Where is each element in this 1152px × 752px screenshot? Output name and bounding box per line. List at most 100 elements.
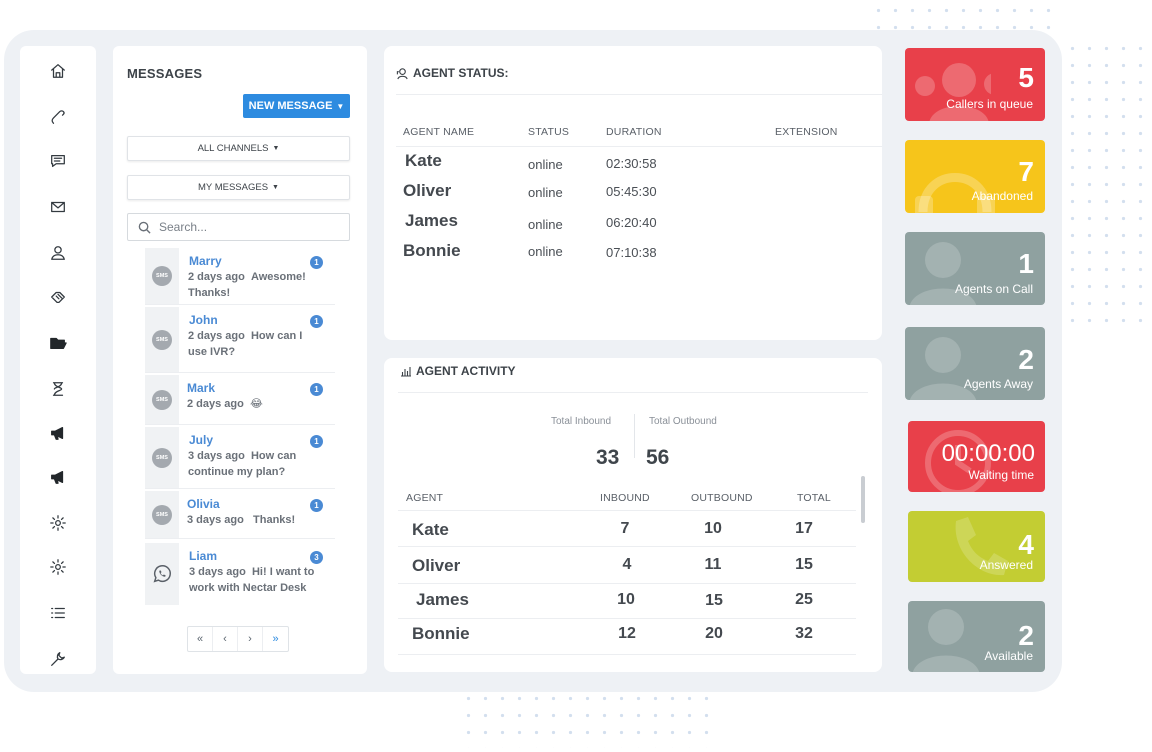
first-page-button[interactable]: « xyxy=(188,627,213,651)
activity-inbound: 10 xyxy=(617,591,635,608)
activity-agent-name: Bonnie xyxy=(412,624,470,643)
col-status: STATUS xyxy=(528,126,570,138)
divider xyxy=(398,510,856,511)
next-page-button[interactable]: › xyxy=(238,627,263,651)
message-preview: 2 days ago How can I use IVR? xyxy=(188,328,324,360)
sidebar xyxy=(20,46,96,674)
message-sender: Olivia xyxy=(187,497,220,511)
unread-count-badge: 1 xyxy=(310,315,323,328)
mail-icon[interactable] xyxy=(47,196,69,218)
message-item[interactable]: SMS July 3 days ago How can continue my … xyxy=(145,427,335,489)
tile-label: Waiting time xyxy=(968,468,1034,482)
agent-name: Kate xyxy=(405,151,442,170)
user-icon xyxy=(910,242,976,305)
gear-icon[interactable] xyxy=(47,556,69,578)
message-text: 😂 xyxy=(249,398,263,410)
agent-status: online xyxy=(528,244,563,259)
available-tile[interactable]: 2 Available xyxy=(908,601,1045,672)
activity-agent-name: Kate xyxy=(412,520,449,539)
waiting-time-tile[interactable]: 00:00:00 Waiting time xyxy=(908,421,1045,492)
agent-status: online xyxy=(528,217,563,232)
abandoned-tile[interactable]: 7 Abandoned xyxy=(905,140,1045,213)
folder-icon[interactable] xyxy=(47,332,69,354)
message-preview: 3 days ago How can continue my plan? xyxy=(188,448,324,480)
agent-status-panel: AGENT STATUS: AGENT NAME STATUS DURATION… xyxy=(384,46,882,340)
tile-label: Agents on Call xyxy=(954,282,1033,296)
gear-icon[interactable] xyxy=(47,512,69,534)
col-total: TOTAL xyxy=(797,492,831,504)
divider xyxy=(398,583,856,584)
tile-value: 1 xyxy=(1018,248,1034,279)
message-sender: Mark xyxy=(187,381,216,395)
agent-duration: 06:20:40 xyxy=(606,215,657,230)
message-item[interactable]: SMS John 2 days ago How can I use IVR? 1 xyxy=(145,307,335,373)
activity-inbound: 7 xyxy=(620,520,630,537)
agent-duration: 02:30:58 xyxy=(606,156,657,171)
agents-on-call-tile[interactable]: 1 Agents on Call xyxy=(905,232,1045,305)
megaphone-icon[interactable] xyxy=(47,466,69,488)
message-time: 3 days ago xyxy=(188,450,245,462)
message-text: Hi! I want to work with Nectar Desk xyxy=(189,566,315,594)
prev-page-button[interactable]: ‹ xyxy=(213,627,238,651)
activity-agent-name: James xyxy=(416,590,469,609)
message-item[interactable]: SMS Olivia 3 days ago Thanks! 1 xyxy=(145,491,335,539)
handshake-icon[interactable] xyxy=(47,286,69,308)
new-message-button[interactable]: NEW MESSAGE ▼ xyxy=(243,94,350,118)
search-input[interactable]: Search... xyxy=(127,213,350,241)
hourglass-icon[interactable] xyxy=(47,378,69,400)
agent-status-header: AGENT STATUS: xyxy=(396,66,509,80)
tile-label: Callers in queue xyxy=(946,97,1033,111)
whatsapp-icon xyxy=(153,565,171,583)
activity-total: 25 xyxy=(795,591,813,608)
users-icon xyxy=(915,63,991,121)
divider xyxy=(398,618,856,619)
sms-icon: SMS xyxy=(152,266,172,286)
activity-inbound: 12 xyxy=(618,625,636,642)
agent-icon xyxy=(396,67,408,79)
messages-filter-dropdown[interactable]: MY MESSAGES ▼ xyxy=(127,175,350,200)
wrench-icon[interactable] xyxy=(47,648,69,670)
message-time: 2 days ago xyxy=(187,398,244,410)
message-item[interactable]: SMS Mark 2 days ago 😂 1 xyxy=(145,375,335,425)
agent-activity-header: AGENT ACTIVITY xyxy=(400,364,516,378)
phone-icon[interactable] xyxy=(47,106,69,128)
phone-icon xyxy=(955,517,1008,576)
message-sender: John xyxy=(189,313,218,327)
message-time: 3 days ago xyxy=(189,566,246,578)
message-item[interactable]: Liam 3 days ago Hi! I want to work with … xyxy=(145,543,335,605)
search-icon xyxy=(138,221,151,234)
agent-status-title: AGENT STATUS: xyxy=(413,66,509,80)
callers-in-queue-tile[interactable]: 5 Callers in queue xyxy=(905,48,1045,121)
total-outbound-label: Total Outbound xyxy=(649,416,717,427)
total-inbound-value: 33 xyxy=(596,446,620,469)
divider xyxy=(398,392,868,393)
agent-status: online xyxy=(528,157,563,172)
unread-count-badge: 3 xyxy=(310,551,323,564)
agents-away-tile[interactable]: 2 Agents Away xyxy=(905,327,1045,400)
col-outbound: OUTBOUND xyxy=(691,492,753,504)
megaphone-icon[interactable] xyxy=(47,422,69,444)
chat-icon[interactable] xyxy=(47,150,69,172)
chevron-down-icon: ▼ xyxy=(272,145,280,152)
message-item[interactable]: SMS Marry 2 days ago Awesome! Thanks! 1 xyxy=(145,248,335,305)
scrollbar[interactable] xyxy=(861,476,865,523)
unread-count-badge: 1 xyxy=(310,256,323,269)
answered-tile[interactable]: 4 Answered xyxy=(908,511,1045,582)
tile-label: Abandoned xyxy=(971,189,1033,203)
user-icon xyxy=(913,609,979,672)
channels-filter-dropdown[interactable]: ALL CHANNELS ▼ xyxy=(127,136,350,161)
messages-filter-label: MY MESSAGES xyxy=(198,182,269,193)
total-outbound-value: 56 xyxy=(646,446,670,469)
message-preview: 2 days ago 😂 xyxy=(187,396,323,412)
agent-duration: 07:10:38 xyxy=(606,245,657,260)
home-icon[interactable] xyxy=(47,60,69,82)
contacts-icon[interactable] xyxy=(47,242,69,264)
new-message-label: NEW MESSAGE xyxy=(248,100,333,112)
last-page-button[interactable]: » xyxy=(272,633,279,645)
col-agent-name: AGENT NAME xyxy=(403,126,475,138)
activity-agent-name: Oliver xyxy=(412,556,461,575)
chevron-down-icon: ▼ xyxy=(272,184,279,191)
agent-duration: 05:45:30 xyxy=(606,184,657,199)
list-icon[interactable] xyxy=(47,602,69,624)
bar-chart-icon xyxy=(401,366,411,377)
